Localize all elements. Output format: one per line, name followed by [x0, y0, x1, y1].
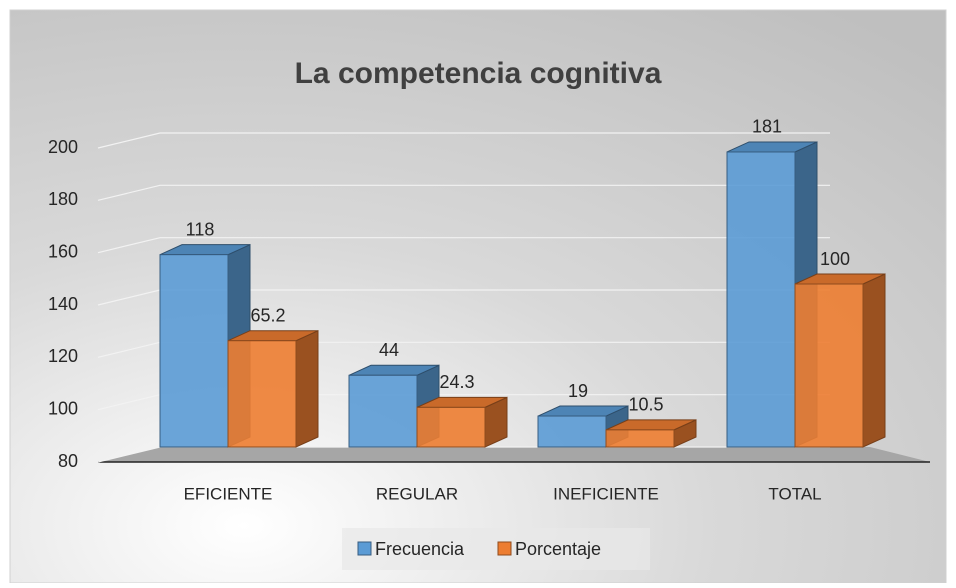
data-label: 118 — [186, 219, 215, 239]
bar — [159, 254, 229, 448]
bar — [416, 406, 486, 448]
x-tick-label: TOTAL — [768, 484, 821, 503]
y-tick-label: 140 — [48, 294, 78, 314]
legend-label: Frecuencia — [375, 539, 465, 559]
data-label: 100 — [820, 249, 850, 269]
grid-line — [97, 237, 830, 254]
data-label: 10.5 — [628, 395, 663, 415]
y-tick-label: 200 — [48, 137, 78, 157]
y-tick-label: 80 — [58, 451, 78, 471]
data-label: 19 — [568, 381, 588, 401]
bar — [605, 429, 675, 448]
x-tick-label: REGULAR — [376, 484, 458, 503]
bar — [227, 340, 297, 448]
data-label: 24.3 — [439, 372, 474, 392]
y-tick-label: 120 — [48, 346, 78, 366]
legend-swatch — [497, 541, 512, 556]
bar — [794, 283, 864, 448]
x-tick-label: INEFICIENTE — [553, 484, 659, 503]
chart-title: La competencia cognitiva — [295, 57, 662, 90]
y-tick-label: 100 — [48, 398, 78, 418]
grid-line — [97, 132, 830, 149]
y-tick-label: 180 — [48, 189, 78, 209]
legend-swatch — [357, 541, 372, 556]
bar-side — [862, 273, 886, 448]
data-label: 65.2 — [250, 305, 285, 325]
grid-line — [97, 184, 830, 201]
legend-box — [342, 528, 650, 570]
bar — [537, 415, 607, 448]
data-label: 181 — [752, 117, 782, 137]
bar-side — [295, 329, 319, 448]
x-tick-label: EFICIENTE — [184, 484, 273, 503]
legend-label: Porcentaje — [515, 539, 601, 559]
y-tick-label: 160 — [48, 241, 78, 261]
floor — [98, 447, 930, 462]
data-label: 44 — [379, 340, 399, 360]
bar — [726, 151, 796, 448]
bar — [348, 374, 418, 448]
